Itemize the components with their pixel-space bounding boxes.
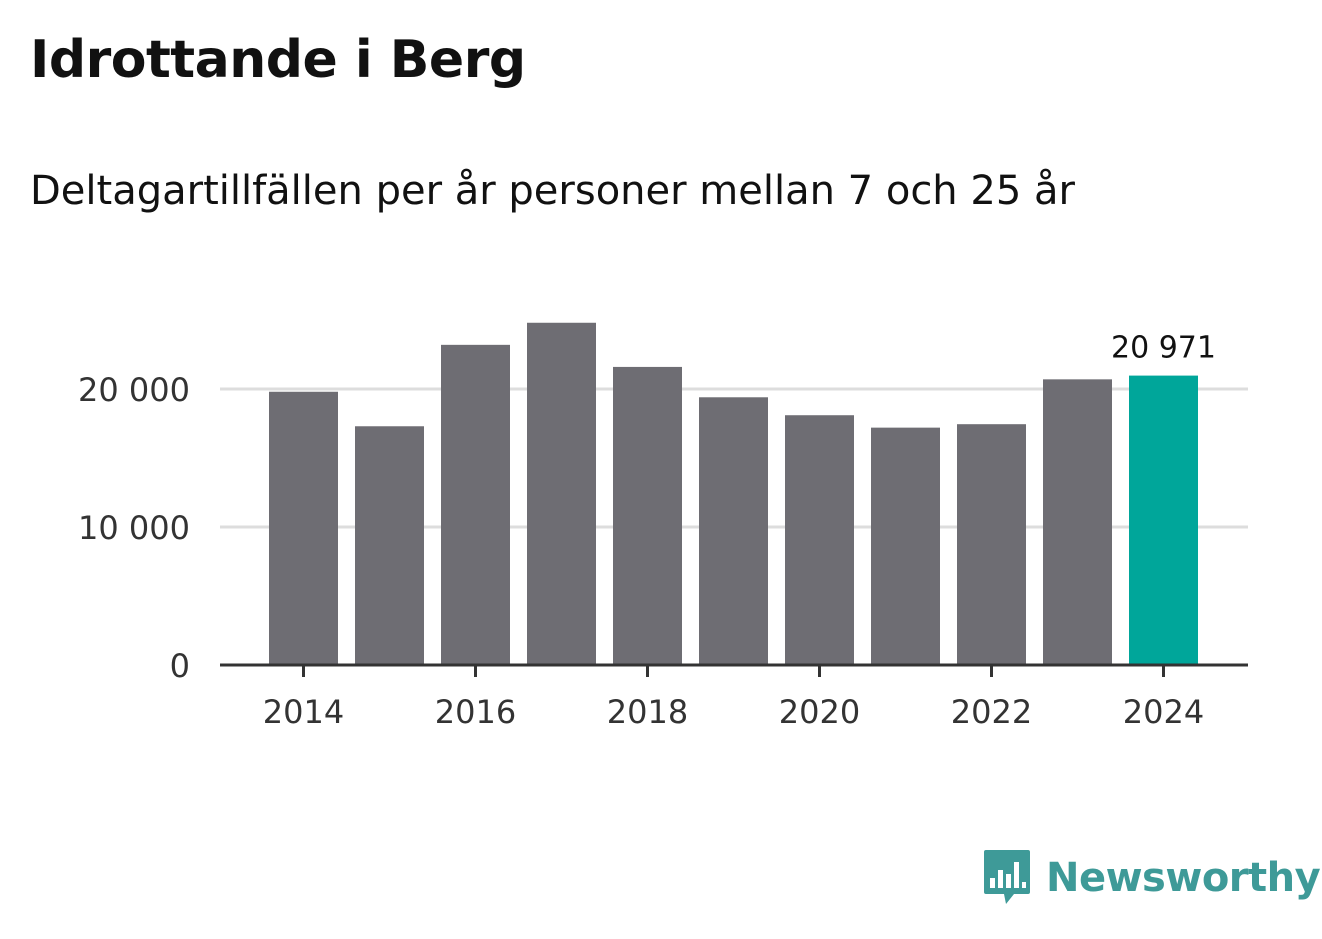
bar [785,415,854,665]
x-tick-label: 2020 [779,693,860,731]
bar [957,424,1026,665]
bar [527,322,596,665]
bar [269,391,338,665]
y-tick-label: 10 000 [78,509,190,547]
y-tick-label: 20 000 [78,371,190,409]
chart-title: Idrottande i Berg [30,30,526,90]
x-tick-label: 2018 [607,693,688,731]
bar [441,344,510,665]
bar [355,426,424,665]
data-label: 20 971 [1111,331,1216,366]
logo-text: Newsworthy [1046,855,1321,901]
x-tick-label: 2014 [263,693,344,731]
chart-subtitle: Deltagartillfällen per år personer mella… [30,168,1075,214]
x-tick-label: 2024 [1123,693,1204,731]
newsworthy-chart-icon [984,850,1030,904]
x-tick-label: 2022 [951,693,1032,731]
bar [613,366,682,665]
bar [699,397,768,665]
bar [871,427,940,665]
bar-highlight [1129,375,1198,665]
x-tick-label: 2016 [435,693,516,731]
bar [1043,379,1112,665]
newsworthy-logo: Newsworthy [982,848,1321,908]
y-tick-label: 0 [170,647,190,685]
